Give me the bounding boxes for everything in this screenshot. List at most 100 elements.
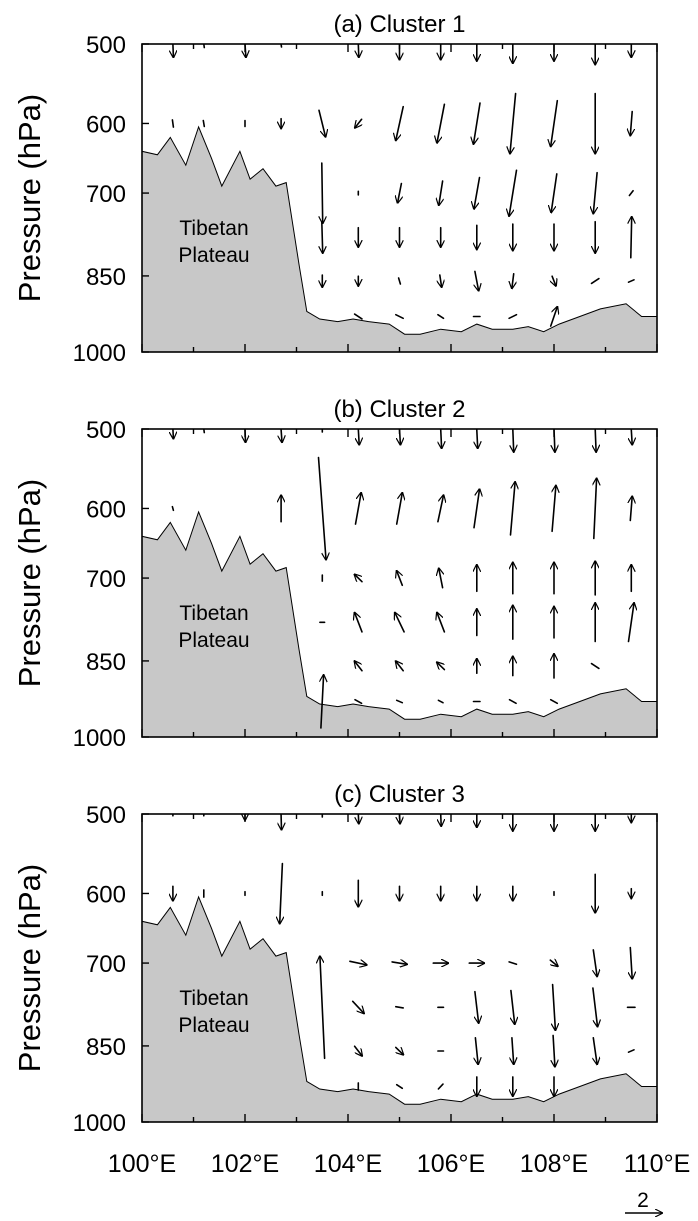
wind-vector [630, 110, 632, 136]
reference-vector-label: 2 [637, 1189, 649, 1212]
wind-vector [509, 482, 516, 536]
wind-vector [280, 44, 283, 48]
wind-vector [395, 613, 405, 633]
wind-vector [627, 603, 635, 643]
wind-vector [320, 956, 326, 1060]
wind-vector [593, 949, 597, 976]
wind-vector [322, 162, 323, 223]
wind-vector [396, 661, 405, 672]
y-tick-label: 1000 [73, 725, 126, 752]
y-axis-label: Pressure (hPa) [12, 479, 47, 687]
x-tick-label: 100°E [108, 1150, 176, 1178]
panel-2: Tibetan Plateau 500 600 700 850 1000 (b) Cluste… [12, 396, 658, 752]
panel-title: (b) Cluster 2 [333, 396, 465, 423]
terrain-label-line1: Tibetan [179, 217, 248, 240]
wind-vector [396, 105, 405, 141]
wind-vector [551, 486, 556, 533]
wind-vector [437, 1083, 444, 1090]
y-tick-label: 1000 [73, 1110, 126, 1137]
panel-title: (c) Cluster 3 [334, 781, 465, 808]
wind-vector [475, 990, 479, 1023]
wind-vector [349, 961, 367, 965]
terrain-label-line1: Tibetan [179, 602, 248, 625]
wind-vector [280, 429, 282, 442]
wind-vector [202, 44, 206, 49]
wind-vector [631, 217, 632, 259]
reference-vector: 2 [625, 1189, 662, 1213]
wind-vector [437, 699, 444, 704]
wind-vector [354, 493, 362, 525]
wind-vectors [173, 814, 635, 1096]
wind-vector [553, 1034, 555, 1066]
wind-vector [440, 274, 442, 287]
terrain-label-line2: Plateau [178, 1014, 249, 1037]
wind-vector [590, 662, 600, 670]
wind-vector [202, 429, 206, 434]
wind-vector [627, 1049, 635, 1053]
wind-vector [355, 613, 363, 633]
y-tick-label: 850 [86, 649, 126, 676]
wind-vector [630, 497, 632, 522]
wind-vector [245, 429, 246, 442]
wind-vector [398, 182, 402, 203]
wind-vector [437, 103, 446, 142]
terrain-label-line1: Tibetan [179, 987, 248, 1010]
wind-vector [549, 960, 557, 966]
wind-vector [512, 429, 514, 452]
y-tick-label: 1000 [73, 340, 126, 367]
wind-vector [353, 313, 363, 320]
wind-vector [397, 571, 404, 587]
y-tick-label: 850 [86, 264, 126, 291]
wind-vector [171, 505, 175, 512]
wind-vector [508, 313, 518, 320]
wind-vector [244, 44, 246, 57]
y-tick-label: 500 [86, 417, 126, 444]
wind-vector [473, 489, 480, 529]
wind-vector [551, 173, 558, 212]
wind-vector [394, 1005, 405, 1009]
wind-vector [512, 272, 514, 288]
wind-vector [549, 307, 558, 327]
wind-vector [391, 962, 407, 964]
terrain-label-line2: Plateau [178, 629, 249, 652]
wind-vector [628, 189, 634, 197]
wind-vectors [171, 429, 635, 729]
x-tick-label: 108°E [520, 1150, 588, 1178]
wind-vector [510, 92, 517, 154]
wind-vector [593, 171, 597, 214]
y-tick-label: 700 [86, 181, 126, 208]
y-tick-label: 700 [86, 566, 126, 593]
x-tick-label: 104°E [314, 1150, 382, 1178]
wind-vector [549, 698, 559, 705]
wind-vector [172, 44, 173, 57]
wind-vector [590, 277, 600, 285]
y-tick-label: 700 [86, 951, 126, 978]
wind-vector [171, 119, 175, 128]
wind-vector [630, 946, 632, 979]
wind-vector [358, 814, 359, 823]
wind-vector [399, 814, 400, 823]
wind-vector [394, 1046, 403, 1054]
x-tick-label: 102°E [211, 1150, 279, 1178]
x-tick-label: 106°E [417, 1150, 485, 1178]
wind-vector [552, 275, 556, 286]
y-tick-label: 600 [86, 881, 126, 908]
wind-vector [437, 495, 444, 523]
wind-vector [512, 1037, 514, 1064]
wind-vector [172, 429, 173, 438]
wind-vector [553, 429, 555, 452]
wind-vector [437, 662, 446, 671]
wind-vector [592, 987, 598, 1026]
wind-vector [439, 569, 443, 589]
wind-vector [280, 862, 283, 924]
y-tick-label: 500 [86, 32, 126, 59]
wind-vector [509, 169, 518, 216]
wind-vector [475, 270, 479, 290]
wind-vector [630, 429, 632, 444]
wind-vector [399, 429, 401, 444]
panel-title: (a) Cluster 1 [333, 11, 465, 38]
wind-vector [440, 429, 442, 448]
wind-vector [508, 961, 518, 966]
wind-vector [440, 814, 441, 826]
wind-vector [508, 698, 517, 705]
